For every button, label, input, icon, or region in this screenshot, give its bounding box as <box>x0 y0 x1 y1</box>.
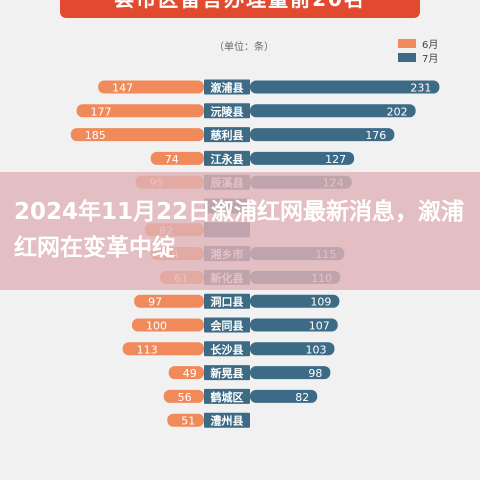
bar-june <box>134 294 204 308</box>
bar-june-value: 56 <box>178 391 192 404</box>
category-label: 洞口县 <box>211 295 244 309</box>
category-label-box <box>204 127 250 143</box>
bar-june-value: 49 <box>183 367 197 380</box>
category-label: 长沙县 <box>211 342 244 356</box>
category-label: 鹤城区 <box>211 390 244 404</box>
bar-june <box>76 104 204 118</box>
bar-july <box>250 318 338 332</box>
category-label: 溆浦县 <box>211 81 244 95</box>
bar-june-value: 147 <box>112 82 133 95</box>
category-label-box <box>204 365 250 381</box>
bar-july <box>250 80 440 94</box>
legend-swatch-july <box>398 52 416 62</box>
bar-july <box>250 294 340 308</box>
category-label: 新晃县 <box>211 366 244 380</box>
chart-title-fragment: 县市区留言办理量前20名 <box>60 0 420 10</box>
bar-june <box>150 151 204 165</box>
category-label-box <box>204 103 250 119</box>
bar-june-value: 177 <box>91 105 112 118</box>
bar-june-value: 51 <box>181 415 195 428</box>
chart-title-bar: 县市区留言办理量前20名 <box>60 0 420 18</box>
bar-july-value: 103 <box>305 343 326 356</box>
bar-june-value: 100 <box>146 320 167 333</box>
bar-july <box>250 342 335 356</box>
legend: 6月 7月 <box>398 36 439 65</box>
bar-june <box>98 80 204 94</box>
category-label: 会同县 <box>211 319 244 333</box>
legend-swatch-june <box>398 38 416 48</box>
bar-july <box>250 389 318 403</box>
bar-june <box>167 413 204 427</box>
category-label: 慈利县 <box>211 128 244 142</box>
bar-july <box>250 151 355 165</box>
category-label-box <box>204 412 250 428</box>
bar-june <box>70 128 204 142</box>
bar-july <box>250 128 395 142</box>
bar-july-value: 109 <box>310 296 331 309</box>
category-label-box <box>204 79 250 95</box>
category-label-box <box>204 388 250 404</box>
category-label-box <box>204 293 250 309</box>
bar-june <box>132 318 204 332</box>
bar-july-value: 107 <box>309 320 330 333</box>
category-label-box <box>204 341 250 357</box>
category-label-box <box>204 317 250 333</box>
headline-text: 2024年11月22日溆浦红网最新消息，溆浦红网在变革中绽 <box>14 199 465 261</box>
bar-july-value: 231 <box>410 82 431 95</box>
bar-july <box>250 104 416 118</box>
bar-july-value: 127 <box>325 153 346 166</box>
bar-june-value: 97 <box>148 296 162 309</box>
bar-june <box>168 366 204 380</box>
legend-item-july: 7月 <box>398 50 439 65</box>
category-label: 江永县 <box>211 152 244 166</box>
bar-july-value: 176 <box>365 129 386 142</box>
bar-june <box>122 342 204 356</box>
legend-item-june: 6月 <box>398 36 439 51</box>
unit-label: （单位：条） <box>214 42 274 53</box>
bar-july-value: 202 <box>387 105 408 118</box>
bar-june-value: 74 <box>165 153 179 166</box>
bar-june-value: 113 <box>137 343 158 356</box>
bar-june <box>163 389 204 403</box>
bar-july-value: 98 <box>308 367 322 380</box>
bar-july <box>250 366 331 380</box>
legend-label-june: 6月 <box>422 39 439 51</box>
headline-banner: 2024年11月22日溆浦红网最新消息，溆浦红网在变革中绽 <box>0 172 480 290</box>
category-label: 澧州县 <box>211 414 244 428</box>
bar-june-value: 185 <box>85 129 106 142</box>
legend-label-july: 7月 <box>422 53 439 65</box>
category-label-box <box>204 150 250 166</box>
category-label: 沅陵县 <box>211 104 244 118</box>
bar-july-value: 82 <box>295 391 309 404</box>
